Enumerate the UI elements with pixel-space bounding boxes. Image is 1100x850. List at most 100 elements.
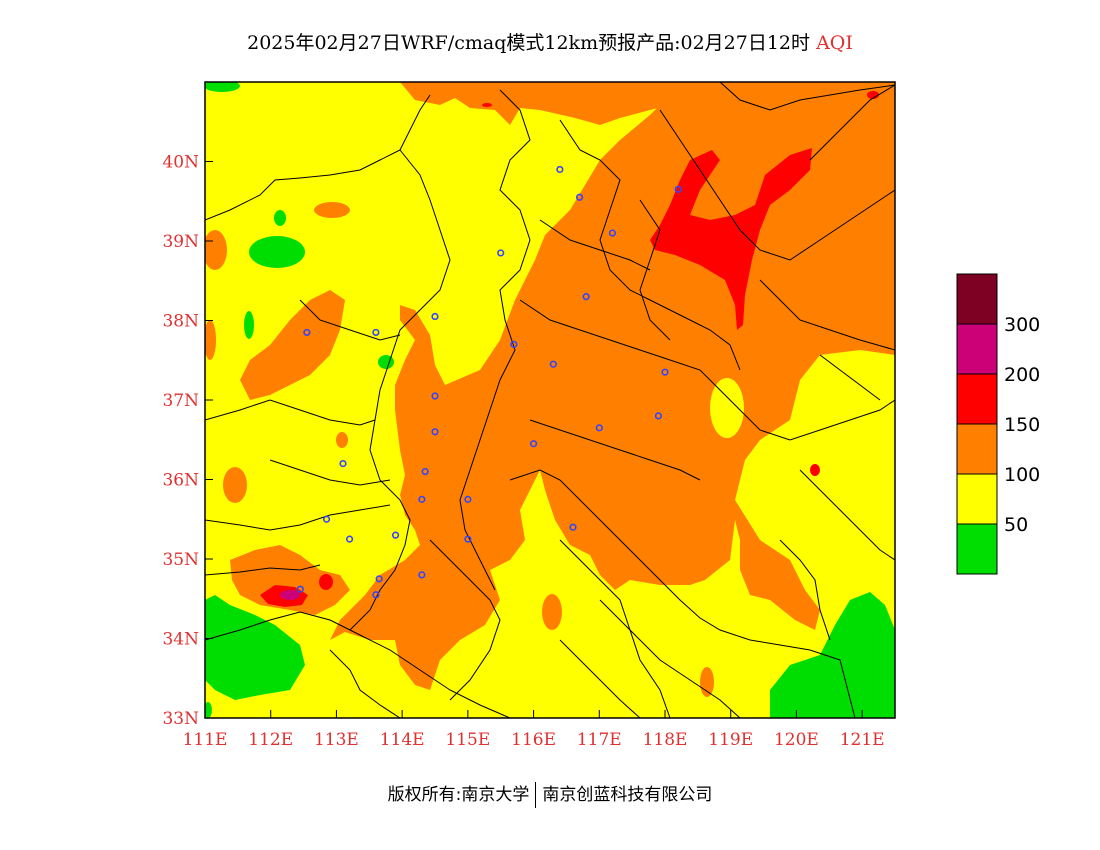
- legend-swatch: [956, 523, 998, 575]
- x-tick-label: 114E: [380, 730, 425, 750]
- admin-boundaries: [205, 82, 895, 718]
- legend-swatch: [956, 323, 998, 375]
- y-tick-label: 37N: [162, 391, 199, 411]
- y-axis: 33N 34N 35N 36N 37N 38N 39N 40N: [162, 153, 213, 729]
- aqi-unhealthy-patch: [319, 574, 333, 590]
- x-tick-label: 111E: [183, 730, 228, 750]
- aqi-usg-patch: [205, 320, 216, 360]
- legend-label: 150: [1004, 414, 1040, 436]
- title-variable: AQI: [816, 32, 853, 54]
- aqi-usg-patch: [314, 202, 350, 218]
- legend-label: 50: [1004, 514, 1028, 536]
- city-marker: [464, 495, 472, 503]
- city-marker: [322, 515, 331, 523]
- x-tick-label: 117E: [577, 730, 622, 750]
- y-tick-label: 33N: [162, 709, 199, 729]
- aqi-good-patch: [205, 702, 212, 718]
- x-tick-label: 119E: [708, 730, 753, 750]
- aqi-usg-patch: [205, 230, 227, 270]
- x-tick-label: 113E: [314, 730, 359, 750]
- city-marker: [339, 460, 347, 468]
- aqi-usg-patch: [700, 667, 714, 697]
- city-marker: [375, 575, 383, 583]
- x-tick-label: 121E: [840, 730, 885, 750]
- legend-swatch: [956, 473, 998, 525]
- aqi-usg-patch: [336, 432, 348, 448]
- aqi-usg-west: [240, 290, 345, 400]
- city-marker: [431, 428, 439, 436]
- x-tick-label: 112E: [248, 730, 293, 750]
- y-tick-label: 38N: [162, 312, 199, 332]
- legend-swatch: [956, 423, 998, 475]
- y-tick-label: 36N: [162, 471, 199, 491]
- aqi-usg-north: [400, 82, 700, 125]
- y-tick-label: 35N: [162, 550, 199, 570]
- legend-label: 200: [1004, 364, 1040, 386]
- aqi-moderate-island: [748, 470, 772, 520]
- city-marker: [569, 523, 577, 531]
- city-marker: [510, 340, 518, 348]
- city-marker: [372, 591, 380, 599]
- aqi-very-unhealthy-patch: [280, 590, 300, 600]
- aqi-unhealthy-patch: [482, 103, 492, 107]
- city-marker: [296, 585, 304, 593]
- city-marker: [418, 571, 426, 579]
- color-legend: 50 100 150 200 300: [956, 273, 1040, 575]
- city-marker: [674, 185, 682, 193]
- city-marker: [418, 495, 426, 503]
- x-tick-label: 115E: [445, 730, 490, 750]
- x-tick-label: 116E: [511, 730, 556, 750]
- city-marker: [303, 328, 311, 337]
- map-title: 2025年02月27日WRF/cmaq模式12km预报产品:02月27日12时 …: [0, 28, 1100, 55]
- city-marker: [608, 229, 617, 237]
- aqi-good-patch: [244, 311, 254, 339]
- city-marker: [549, 360, 557, 368]
- aqi-good-patch: [205, 82, 240, 92]
- y-tick-label: 39N: [162, 232, 199, 252]
- city-marker: [431, 312, 439, 321]
- aqi-usg-patch: [542, 594, 562, 630]
- coastline: [809, 84, 895, 161]
- aqi-good-patch: [274, 210, 286, 226]
- x-tick-label: 118E: [643, 730, 688, 750]
- aqi-good-patch: [249, 236, 305, 268]
- city-marker: [661, 368, 669, 376]
- city-marker: [595, 424, 603, 432]
- aqi-good-southwest: [205, 595, 305, 700]
- copyright-owner: 版权所有:南京大学: [387, 785, 530, 805]
- aqi-unhealthy-patch: [810, 464, 820, 476]
- city-marker: [421, 467, 429, 476]
- city-marker: [345, 535, 354, 543]
- footer-separator: [535, 782, 537, 808]
- city-marker: [529, 440, 538, 448]
- legend-swatch: [956, 373, 998, 425]
- x-axis: 111E 112E 113E 114E 115E 116E 117E 118E 119E 120E…: [183, 710, 885, 750]
- y-tick-label: 40N: [162, 153, 199, 173]
- city-marker: [575, 193, 584, 201]
- city-marker: [391, 531, 400, 539]
- x-tick-label: 120E: [774, 730, 819, 750]
- city-marker: [654, 412, 663, 420]
- aqi-map-field: [205, 82, 895, 718]
- legend-label: 100: [1004, 464, 1040, 486]
- y-tick-label: 34N: [162, 630, 199, 650]
- legend-swatch: [956, 273, 998, 325]
- aqi-unhealthy-patch: [867, 91, 879, 99]
- city-marker: [582, 293, 590, 301]
- aqi-usg-patch: [223, 467, 247, 503]
- city-marker: [497, 249, 505, 257]
- legend-label: 300: [1004, 314, 1040, 336]
- city-marker: [464, 535, 472, 543]
- aqi-unhealthy-northeast: [650, 148, 812, 330]
- copyright-company: 南京创蓝科技有限公司: [542, 785, 713, 805]
- city-markers: [296, 165, 682, 599]
- city-marker: [431, 392, 439, 400]
- aqi-good-southeast: [770, 592, 895, 718]
- aqi-moderate-island: [710, 378, 744, 438]
- copyright-footer: 版权所有:南京大学 南京创蓝科技有限公司: [0, 780, 1100, 808]
- city-marker: [556, 165, 564, 174]
- aqi-usg-southwest: [230, 545, 350, 615]
- aqi-good-patch: [378, 355, 394, 369]
- title-main: 2025年02月27日WRF/cmaq模式12km预报产品:02月27日12时: [247, 32, 811, 54]
